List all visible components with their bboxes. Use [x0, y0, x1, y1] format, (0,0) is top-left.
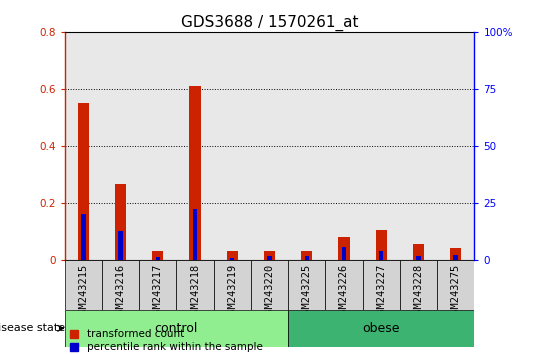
Bar	[81, 214, 86, 260]
Text: GSM243225: GSM243225	[302, 264, 312, 320]
Bar	[288, 310, 474, 347]
Text: GSM243215: GSM243215	[78, 264, 88, 320]
Legend: transformed count, percentile rank within the sample: transformed count, percentile rank withi…	[70, 329, 262, 352]
Bar	[227, 251, 238, 260]
Bar	[342, 247, 346, 260]
Bar	[189, 86, 201, 260]
Bar	[416, 256, 421, 260]
Text: GSM243275: GSM243275	[451, 264, 461, 320]
Bar	[437, 260, 474, 310]
Bar	[453, 255, 458, 260]
Bar	[156, 257, 160, 260]
Text: disease state: disease state	[0, 323, 65, 333]
Text: GSM243228: GSM243228	[413, 264, 424, 320]
Text: GSM243219: GSM243219	[227, 264, 237, 320]
Text: GSM243220: GSM243220	[265, 264, 274, 320]
Bar	[288, 260, 326, 310]
Text: GSM243227: GSM243227	[376, 264, 386, 320]
Bar	[338, 237, 350, 260]
Bar	[379, 251, 383, 260]
Bar	[152, 251, 163, 260]
Bar	[305, 256, 309, 260]
Text: GSM243218: GSM243218	[190, 264, 200, 320]
Bar	[118, 232, 123, 260]
Bar	[65, 260, 102, 310]
Bar	[65, 310, 288, 347]
Bar	[139, 260, 176, 310]
Bar	[230, 258, 234, 260]
Text: obese: obese	[362, 322, 400, 335]
Bar	[376, 230, 387, 260]
Bar	[176, 260, 213, 310]
Bar	[400, 260, 437, 310]
Text: GSM243216: GSM243216	[115, 264, 126, 320]
Bar	[251, 260, 288, 310]
Bar	[301, 251, 312, 260]
Text: GSM243217: GSM243217	[153, 264, 163, 320]
Bar	[78, 103, 89, 260]
Bar	[264, 251, 275, 260]
Bar	[413, 244, 424, 260]
Bar	[102, 260, 139, 310]
Bar	[326, 260, 363, 310]
Bar	[213, 260, 251, 310]
Text: control: control	[155, 322, 198, 335]
Bar	[267, 256, 272, 260]
Bar	[115, 184, 126, 260]
Bar	[450, 249, 461, 260]
Title: GDS3688 / 1570261_at: GDS3688 / 1570261_at	[181, 14, 358, 30]
Bar	[363, 260, 400, 310]
Bar	[193, 209, 197, 260]
Text: GSM243226: GSM243226	[339, 264, 349, 320]
